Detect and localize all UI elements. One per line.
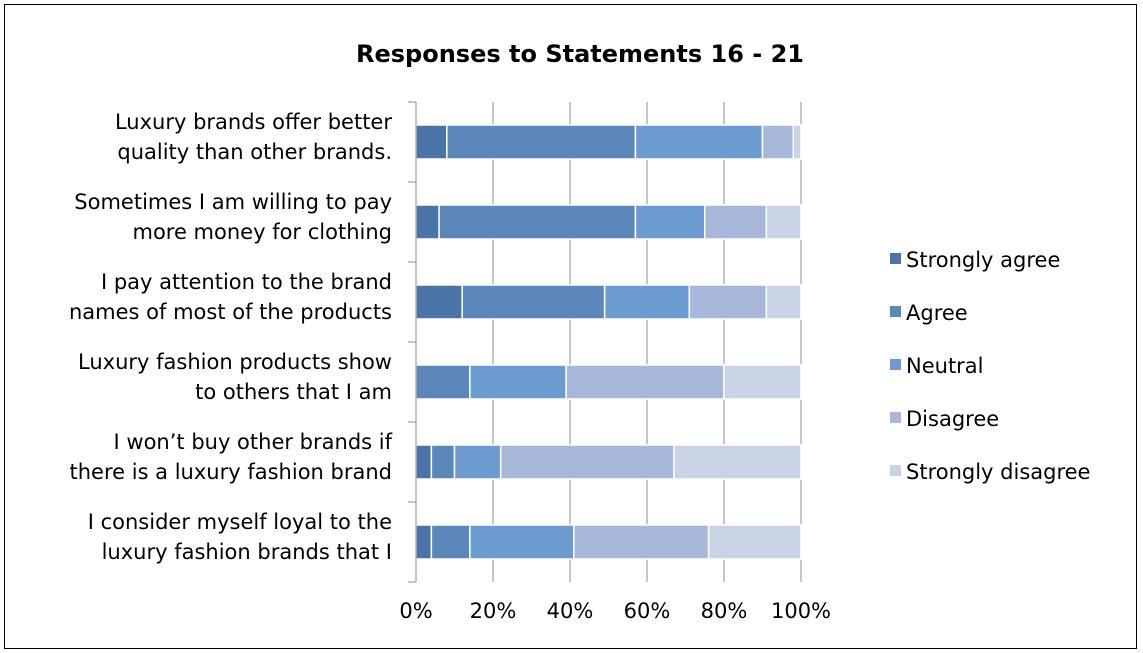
bar-segment xyxy=(603,284,691,320)
legend-label: Agree xyxy=(906,301,968,325)
bar-segment xyxy=(415,364,471,400)
chart-title: Responses to Statements 16 - 21 xyxy=(356,40,804,68)
bar-segment xyxy=(704,204,768,240)
legend-swatch xyxy=(890,465,901,476)
x-tick-label: 80% xyxy=(701,599,748,623)
bar-segment xyxy=(430,444,456,480)
category-labels: Luxury brands offer better quality than o… xyxy=(69,110,393,564)
x-tick-labels: 0% 20% 40% 60% 80% 100% xyxy=(399,599,831,623)
bar-segment xyxy=(446,124,637,160)
bar-segment xyxy=(688,284,768,320)
bar-segment xyxy=(461,284,606,320)
legend-swatch xyxy=(890,253,901,264)
legend-swatch xyxy=(890,359,901,370)
bar-segment xyxy=(453,444,502,480)
bar-segment xyxy=(499,444,675,480)
bar-segment xyxy=(415,444,433,480)
bar-segment xyxy=(765,204,802,240)
bar-segment xyxy=(792,124,802,160)
category-label: I consider myself loyal to the luxury fas… xyxy=(88,510,392,564)
bar-segment xyxy=(634,204,706,240)
x-tick-label: 60% xyxy=(624,599,671,623)
legend-swatch xyxy=(890,412,901,423)
x-tick-label: 0% xyxy=(399,599,432,623)
bar-segment xyxy=(415,124,448,160)
legend-label: Neutral xyxy=(906,354,984,378)
bar-segment xyxy=(415,524,433,560)
x-tick-label: 40% xyxy=(547,599,594,623)
bar-segment xyxy=(469,524,575,560)
category-label: I won’t buy other brands if there is a lu… xyxy=(70,430,393,484)
bar-segment xyxy=(438,204,637,240)
bar-segment xyxy=(469,364,567,400)
category-label: I pay attention to the brand names of mos… xyxy=(69,270,392,324)
bar-segment xyxy=(415,284,463,320)
category-label: Luxury brands offer better quality than o… xyxy=(115,110,392,164)
legend-label: Strongly agree xyxy=(906,248,1060,272)
bar-segment xyxy=(707,524,802,560)
category-label: Luxury fashion products show to others th… xyxy=(78,350,392,404)
bar-segment xyxy=(430,524,471,560)
bar-segment xyxy=(765,284,802,320)
bar-segment xyxy=(565,364,725,400)
gridlines xyxy=(492,102,802,582)
bar-segment xyxy=(723,364,802,400)
bar-segment xyxy=(573,524,710,560)
category-label: Sometimes I am willing to pay more money … xyxy=(74,190,392,244)
bar-segment xyxy=(673,444,802,480)
bar-segment xyxy=(761,124,795,160)
bars xyxy=(415,124,802,560)
legend-label: Disagree xyxy=(906,407,999,431)
legend: Strongly agree Agree Neutral Disagree Strong… xyxy=(890,248,1090,484)
x-tick-label: 20% xyxy=(470,599,517,623)
axes xyxy=(408,101,417,583)
legend-swatch xyxy=(890,306,901,317)
x-tick-label: 100% xyxy=(771,599,831,623)
legend-label: Strongly disagree xyxy=(906,460,1090,484)
bar-segment xyxy=(415,204,440,240)
bar-segment xyxy=(634,124,764,160)
